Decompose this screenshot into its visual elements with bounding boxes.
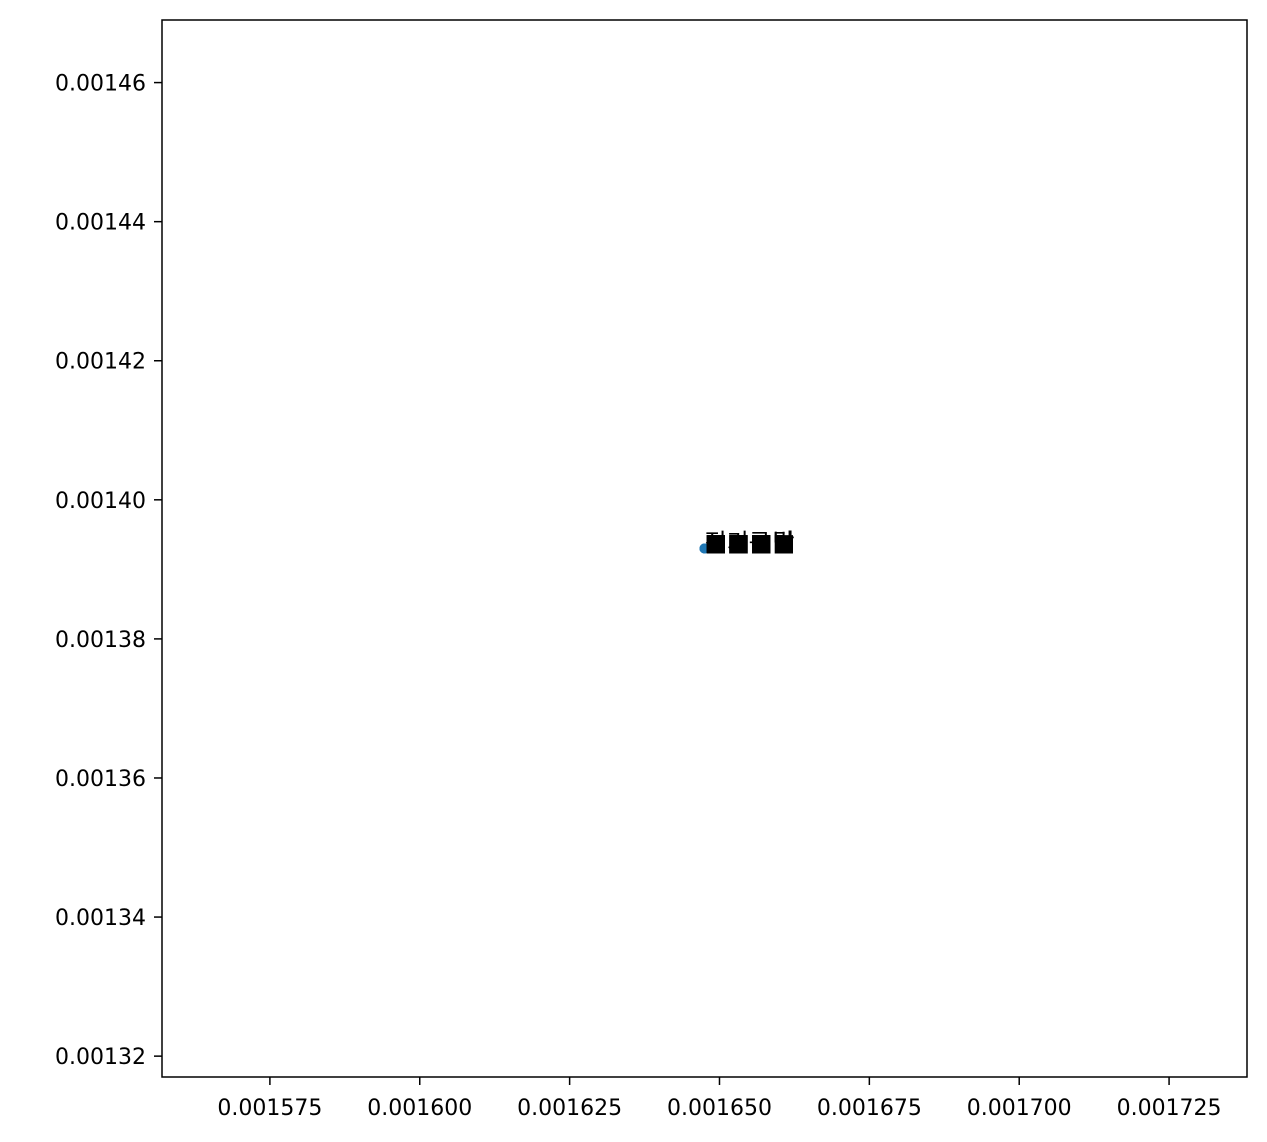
data-point-label: ■■■탁 xyxy=(705,529,795,557)
y-tick-label: 0.00142 xyxy=(55,350,146,375)
y-axis: 0.00132 0.00134 0.00136 0.00138 0.00140 0.001… xyxy=(55,72,162,1070)
plot-frame xyxy=(161,19,1248,1078)
x-tick-label: 0.001725 xyxy=(1117,1096,1222,1121)
y-tick-label: 0.00144 xyxy=(55,211,146,236)
data-points xyxy=(699,543,710,554)
y-tick-label: 0.00134 xyxy=(55,906,146,931)
x-tick-label: 0.001600 xyxy=(367,1096,472,1121)
x-tick-label: 0.001650 xyxy=(667,1096,772,1121)
x-tick-label: 0.001700 xyxy=(967,1096,1072,1121)
y-tick-label: 0.00146 xyxy=(55,72,146,97)
y-tick-label: 0.00138 xyxy=(55,628,146,653)
x-tick-label: 0.001575 xyxy=(217,1096,322,1121)
point-labels: 전기구■■■탁■■■■■■■법 xyxy=(705,529,796,557)
x-tick-label: 0.001625 xyxy=(517,1096,622,1121)
y-tick-label: 0.00136 xyxy=(55,767,146,792)
x-axis: 0.001575 0.001600 0.001625 0.001650 0.001675… xyxy=(217,1077,1222,1121)
data-point xyxy=(699,543,710,554)
y-tick-label: 0.00140 xyxy=(55,489,146,514)
data-point-label: ■■■법 xyxy=(705,529,795,557)
data-point-label: 전기구 xyxy=(705,529,771,557)
x-tick-label: 0.001675 xyxy=(817,1096,922,1121)
data-point-label: ■■■■ xyxy=(705,529,796,557)
y-tick-label: 0.00132 xyxy=(55,1045,146,1070)
